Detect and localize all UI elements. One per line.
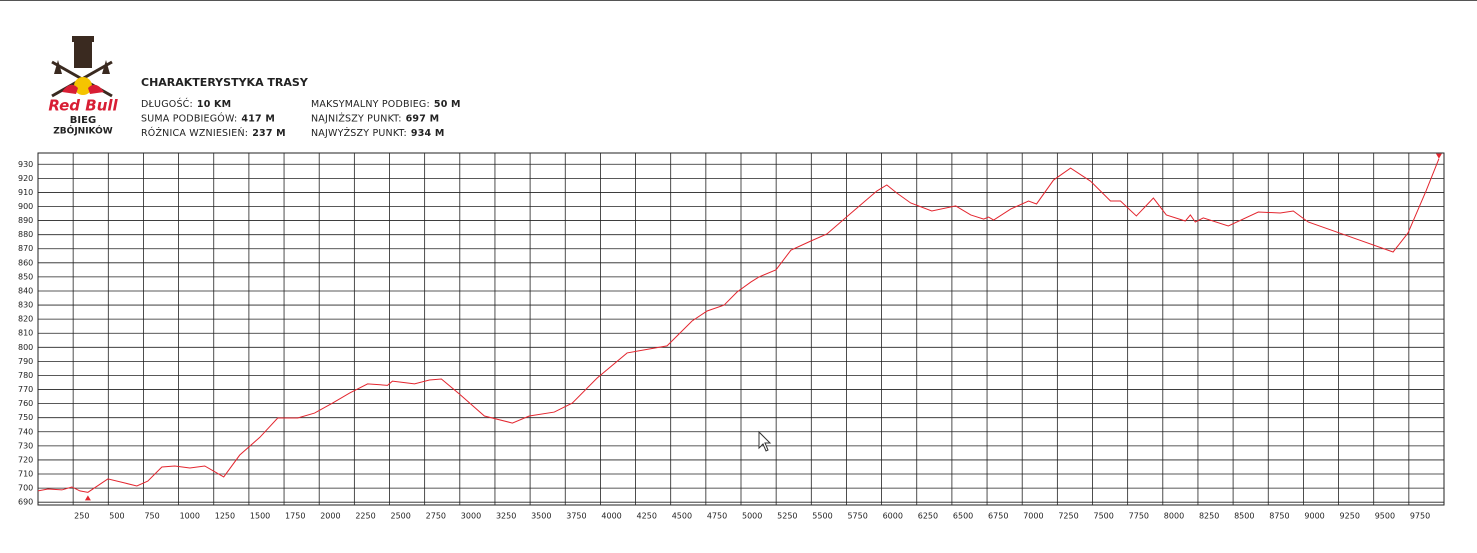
logo-line1: BIEG (70, 115, 96, 126)
x-tick-label: 5500 (812, 512, 832, 521)
x-tick-label: 250 (74, 512, 89, 521)
x-tick-label: 1750 (285, 512, 305, 521)
y-tick-label: 710 (18, 470, 33, 479)
y-tick-label: 820 (18, 315, 33, 324)
x-tick-label: 5000 (742, 512, 762, 521)
stat-label: RÓŻNICA WZNIESIEŃ: (141, 127, 248, 139)
x-tick-label: 1250 (215, 512, 235, 521)
y-tick-label: 850 (18, 272, 33, 281)
stat-label: MAKSYMALNY PODBIEG: (311, 99, 430, 110)
x-tick-label: 9250 (1340, 512, 1360, 521)
x-tick-label: 3250 (496, 512, 516, 521)
y-tick-label: 920 (18, 174, 33, 183)
stat-label: DŁUGOŚĆ: (141, 98, 193, 110)
logo-line2: ZBÓJNIKÓW (53, 125, 112, 137)
y-tick-label: 930 (18, 160, 33, 169)
stat: NAJWYŻSZY PUNKT: 934 M (311, 128, 445, 139)
stat-value: 237 M (252, 128, 286, 139)
stat-label: SUMA PODBIEGÓW: (141, 112, 237, 124)
stat-label: NAJNIŻSZY PUNKT: (311, 113, 402, 124)
y-tick-label: 790 (18, 357, 33, 366)
x-tick-label: 2750 (426, 512, 446, 521)
y-tick-label: 750 (18, 413, 33, 422)
stat: NAJNIŻSZY PUNKT: 697 M (311, 113, 439, 124)
elevation-line (37, 158, 1440, 493)
x-tick-label: 6750 (988, 512, 1008, 521)
x-tick-label: 2250 (355, 512, 375, 521)
stat: SUMA PODBIEGÓW: 417 M (141, 112, 275, 124)
stat-value: 934 M (411, 128, 445, 139)
y-tick-label: 730 (18, 441, 33, 450)
x-tick-label: 6500 (953, 512, 973, 521)
x-tick-label: 5750 (847, 512, 867, 521)
stat-value: 697 M (406, 113, 440, 124)
y-tick-label: 840 (18, 286, 33, 295)
y-tick-label: 720 (18, 455, 33, 464)
y-tick-label: 740 (18, 427, 33, 436)
x-tick-label: 9500 (1375, 512, 1395, 521)
x-tick-label: 2000 (320, 512, 340, 521)
x-tick-label: 3500 (531, 512, 551, 521)
x-tick-label: 4250 (637, 512, 657, 521)
stat-label: NAJWYŻSZY PUNKT: (311, 128, 407, 139)
x-tick-label: 4500 (672, 512, 692, 521)
y-tick-label: 890 (18, 216, 33, 225)
x-tick-label: 8250 (1199, 512, 1219, 521)
x-tick-label: 8500 (1234, 512, 1254, 521)
x-tick-label: 750 (144, 512, 159, 521)
x-tick-label: 1000 (180, 512, 200, 521)
x-tick-label: 7000 (1023, 512, 1043, 521)
y-tick-label: 800 (18, 343, 33, 352)
mouse-cursor (758, 430, 772, 452)
x-tick-label: 4750 (707, 512, 727, 521)
x-tick-label: 7750 (1129, 512, 1149, 521)
x-tick-label: 8000 (1164, 512, 1184, 521)
stat-value: 50 M (434, 99, 461, 110)
x-tick-label: 5250 (777, 512, 797, 521)
y-tick-label: 870 (18, 244, 33, 253)
x-tick-label: 6000 (883, 512, 903, 521)
y-tick-label: 830 (18, 301, 33, 310)
x-tick-label: 7250 (1058, 512, 1078, 521)
title: CHARAKTERYSTYKA TRASY (141, 76, 309, 89)
y-tick-label: 780 (18, 371, 33, 380)
x-tick-label: 1500 (250, 512, 270, 521)
y-tick-label: 910 (18, 188, 33, 197)
min-marker (84, 495, 91, 501)
y-tick-label: 770 (18, 385, 33, 394)
y-tick-label: 810 (18, 329, 33, 338)
logo: Red Bull BIEG ZBÓJNIKÓW (48, 36, 119, 137)
y-tick-label: 690 (18, 498, 33, 507)
y-tick-label: 880 (18, 230, 33, 239)
x-tick-label: 4000 (601, 512, 621, 521)
y-tick-label: 900 (18, 202, 33, 211)
stat: DŁUGOŚĆ: 10 KM (141, 98, 231, 110)
logo-brand: Red Bull (48, 97, 118, 115)
x-tick-label: 7500 (1094, 512, 1114, 521)
stat: MAKSYMALNY PODBIEG: 50 M (311, 99, 461, 110)
x-tick-label: 2500 (391, 512, 411, 521)
stat-value: 417 M (241, 113, 275, 124)
x-tick-label: 9750 (1410, 512, 1430, 521)
x-tick-label: 9000 (1304, 512, 1324, 521)
x-tick-label: 3000 (461, 512, 481, 521)
y-tick-label: 860 (18, 258, 33, 267)
x-tick-label: 3750 (566, 512, 586, 521)
x-tick-label: 6250 (918, 512, 938, 521)
max-marker (1435, 153, 1442, 159)
x-tick-label: 8750 (1269, 512, 1289, 521)
x-tick-label: 500 (109, 512, 124, 521)
y-tick-label: 700 (18, 484, 33, 493)
stat-value: 10 KM (197, 99, 231, 110)
stat: RÓŻNICA WZNIESIEŃ: 237 M (141, 127, 286, 139)
y-tick-label: 760 (18, 399, 33, 408)
